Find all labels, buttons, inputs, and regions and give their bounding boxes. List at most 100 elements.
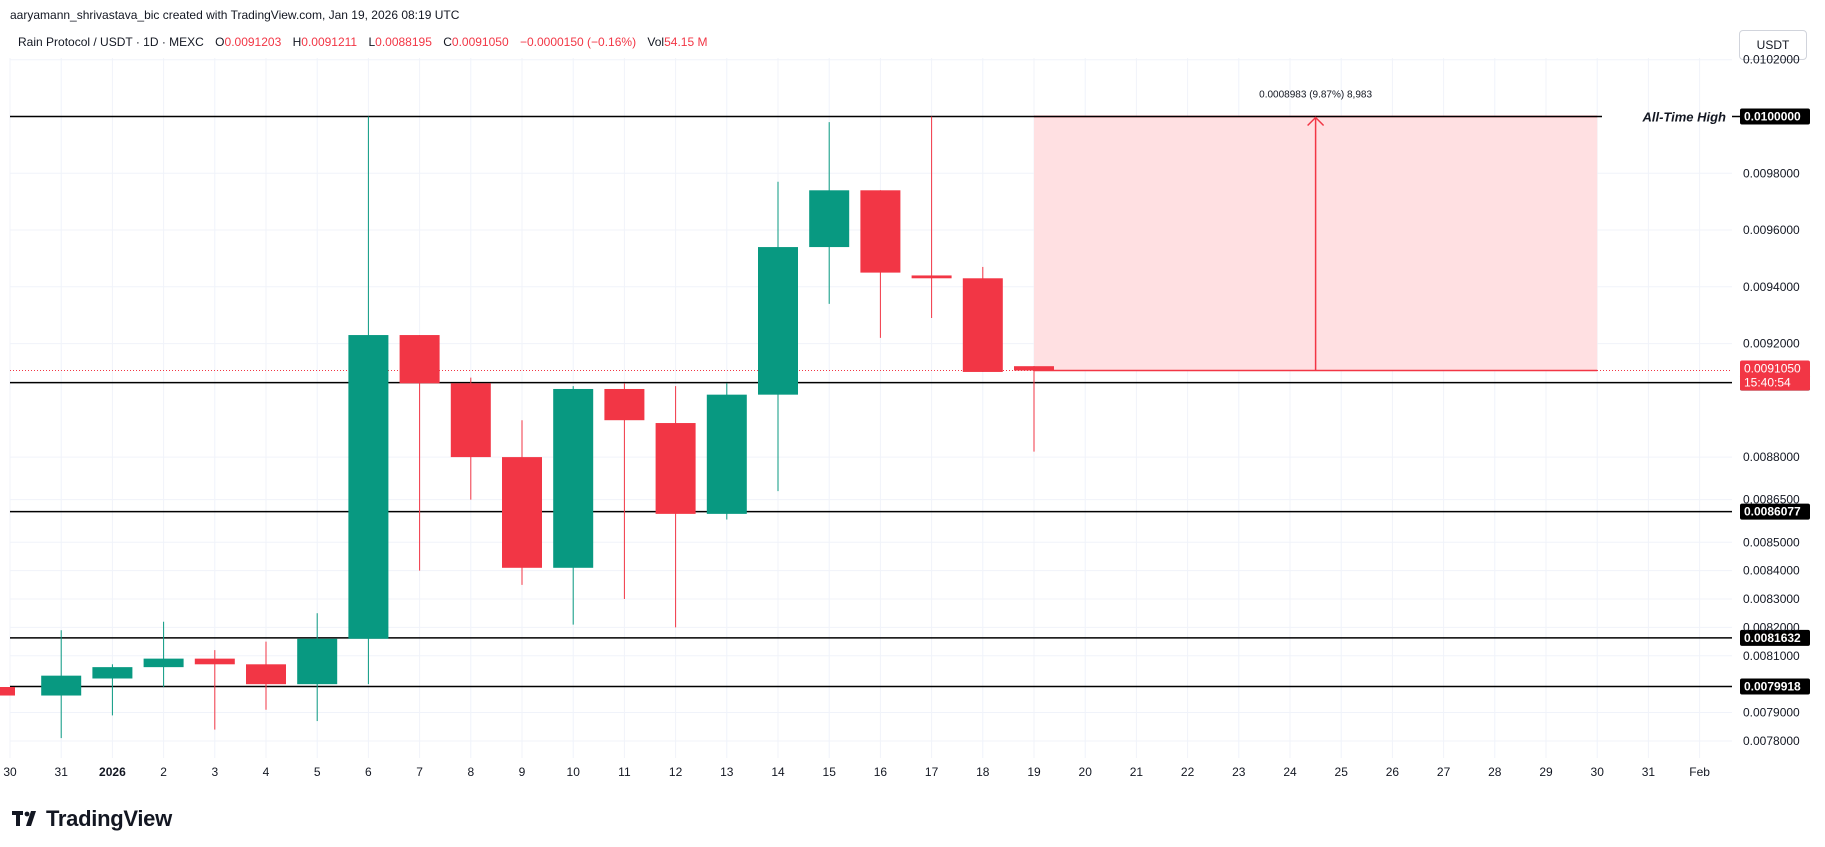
measure-label: 0.0008983 (9.87%) 8,983 [1259, 90, 1372, 101]
x-tick-label: 2 [160, 765, 167, 779]
open-label: O [215, 35, 225, 49]
x-tick-label: 9 [519, 765, 526, 779]
y-tick-label: 0.0085000 [1743, 535, 1800, 549]
y-tick-label: 0.0086500 [1743, 493, 1800, 507]
level-price-label: 0.0079918 [1744, 680, 1801, 694]
candle-body [41, 675, 82, 696]
x-tick-label: 3 [211, 765, 218, 779]
y-tick-label: 0.0098000 [1743, 166, 1800, 180]
tradingview-logo-icon [12, 811, 36, 826]
change-value: −0.0000150 (−0.16%) [519, 35, 637, 49]
x-tick-label: 4 [263, 765, 270, 779]
x-tick-label: Feb [1689, 765, 1710, 779]
tradingview-logo-text: TradingView [46, 806, 172, 831]
candle-body [860, 190, 901, 273]
x-tick-label: 25 [1335, 765, 1349, 779]
x-tick-label: 22 [1181, 765, 1195, 779]
x-tick-label: 31 [55, 765, 69, 779]
x-tick-label: 23 [1232, 765, 1246, 779]
measure-arrow: 0.0008983 (9.87%) 8,983 [1259, 90, 1372, 371]
tradingview-logo: TradingView [12, 806, 172, 832]
x-tick-label: 15 [823, 765, 837, 779]
high-label: H [292, 35, 302, 49]
y-tick-label: 0.0094000 [1743, 280, 1800, 294]
close-value: 0.0091050 [451, 35, 509, 49]
time-axis: 30 31 2026 2 3 4 5 6 7 8 9 10 11 12 13 14 15 16 17 18 19 20 21… [3, 765, 1710, 779]
candle-body [348, 335, 389, 639]
candle-body [911, 275, 952, 279]
x-tick-label: 16 [874, 765, 888, 779]
y-tick-label: 0.0096000 [1743, 223, 1800, 237]
y-tick-label: 0.0083000 [1743, 592, 1800, 606]
x-tick-label: 18 [976, 765, 990, 779]
candle-body [553, 388, 594, 568]
candle-body [962, 278, 1003, 372]
candle-body [502, 457, 542, 568]
x-tick-label: 17 [925, 765, 939, 779]
x-tick-label: 28 [1488, 765, 1502, 779]
volume-label: Vol [647, 35, 665, 49]
close-label: C [443, 35, 452, 49]
y-tick-label: 0.0102000 [1743, 53, 1800, 67]
x-tick-label: 29 [1539, 765, 1553, 779]
x-tick-label: 31 [1642, 765, 1656, 779]
y-tick-label: 0.0081000 [1743, 649, 1800, 663]
x-tick-label: 6 [365, 765, 372, 779]
level-price-badge [1740, 503, 1810, 520]
currency-button[interactable]: USDT [1739, 30, 1807, 60]
symbol-legend: Rain Protocol / USDT · 1D · MEXC O0.0091… [18, 35, 707, 49]
level-price-badge [1740, 629, 1810, 646]
candle-countdown: 15:40:54 [1744, 376, 1791, 390]
x-tick-label: 26 [1386, 765, 1400, 779]
candle-body [0, 687, 15, 696]
y-tick-label: 0.0082000 [1743, 620, 1800, 634]
horizontal-levels: All-Time High0.01000000.00906260.0086077… [10, 108, 1810, 695]
candle-body [246, 664, 286, 685]
level-price-label: 0.0100000 [1744, 110, 1801, 124]
x-tick-label: 14 [771, 765, 785, 779]
candle-body [399, 335, 440, 384]
high-value: 0.0091211 [301, 35, 358, 49]
y-tick-label: 0.0092000 [1743, 337, 1800, 351]
y-tick-label: 0.0079000 [1743, 706, 1800, 720]
candle-body [1014, 366, 1054, 371]
x-tick-label: 24 [1283, 765, 1297, 779]
x-tick-label: 8 [467, 765, 474, 779]
level-price-label: 0.0086077 [1744, 505, 1801, 519]
price-axis: 0.0102000 0.0098000 0.0096000 0.0094000 0.00… [1743, 53, 1800, 748]
y-tick-label: 0.0078000 [1743, 734, 1800, 748]
level-price-label: 0.0081632 [1744, 631, 1801, 645]
y-tick-label: 0.0084000 [1743, 564, 1800, 578]
x-tick-label: 20 [1079, 765, 1093, 779]
x-tick-label: 13 [720, 765, 734, 779]
candle-body [143, 658, 184, 668]
x-tick-label: 5 [314, 765, 321, 779]
x-tick-label: 2026 [99, 765, 126, 779]
candle-body [450, 383, 491, 458]
current-price-badge [1740, 360, 1810, 391]
volume-value: 54.15 M [664, 35, 708, 49]
level-price-badge [1740, 678, 1810, 695]
x-tick-label: 30 [1591, 765, 1605, 779]
candle-body [758, 247, 798, 395]
x-tick-label: 11 [618, 765, 631, 779]
all-time-high-label: All-Time High [1641, 110, 1726, 125]
candle-body [655, 423, 696, 514]
candle-body [809, 190, 850, 248]
y-tick-label: 0.0088000 [1743, 450, 1800, 464]
x-tick-label: 27 [1437, 765, 1451, 779]
candle-body [194, 658, 235, 665]
candle-body [92, 667, 133, 679]
measure-arrow-head [1307, 116, 1325, 127]
current-price-label: 0.0091050 [1744, 362, 1801, 376]
x-tick-label: 21 [1130, 765, 1144, 779]
candles [0, 116, 1054, 739]
x-tick-label: 10 [567, 765, 581, 779]
candle-body [297, 638, 338, 685]
x-tick-label: 30 [3, 765, 17, 779]
low-label: L [368, 35, 376, 49]
candle-body [604, 388, 645, 421]
level-price-badge [1740, 108, 1810, 125]
open-value: 0.0091203 [224, 35, 282, 49]
